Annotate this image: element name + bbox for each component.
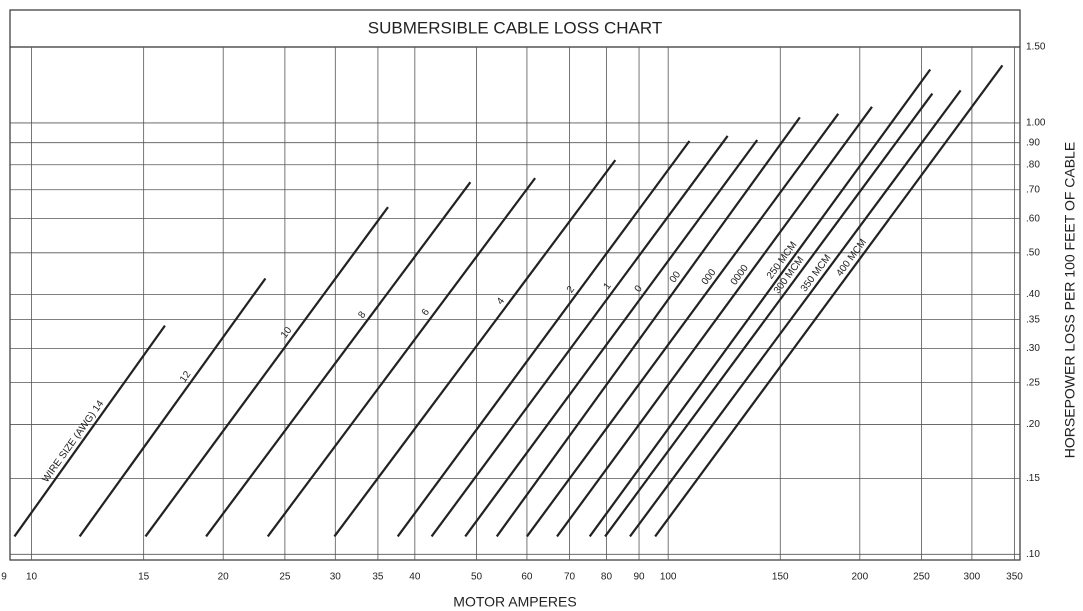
- y-tick-label: .25: [1026, 377, 1040, 388]
- series-label: 4: [495, 296, 507, 307]
- x-tick-label: 40: [409, 572, 421, 583]
- y-tick-label: .60: [1026, 213, 1040, 224]
- series-label: 1: [602, 281, 614, 292]
- cable-line: [266, 177, 536, 538]
- x-tick-label: 15: [138, 572, 150, 583]
- x-tick-label: 20: [218, 572, 230, 583]
- y-tick-label: .15: [1026, 473, 1040, 484]
- x-tick-label: 9: [1, 572, 7, 583]
- x-tick-label: 250: [913, 572, 930, 583]
- cable-line: [333, 159, 617, 538]
- cable-line: [396, 140, 691, 538]
- cable-line: [78, 277, 267, 538]
- chart-frame: [9, 9, 1021, 561]
- y-tick-label: .30: [1026, 343, 1040, 354]
- y-tick-label: .10: [1026, 549, 1040, 560]
- x-tick-label: 30: [330, 572, 342, 583]
- series-label: 400 MCM: [834, 237, 869, 278]
- y-tick-label: .80: [1026, 159, 1040, 170]
- x-tick-label: 70: [564, 572, 576, 583]
- cable-line: [495, 116, 801, 538]
- series-label: 6: [420, 307, 432, 318]
- cable-line: [556, 106, 873, 538]
- y-axis-label: HORSEPOWER LOSS PER 100 FEET OF CABLE: [1062, 142, 1078, 458]
- y-tick-label: .90: [1026, 137, 1040, 148]
- y-tick-label: .35: [1026, 314, 1040, 325]
- cable-line: [430, 135, 729, 538]
- series-label: 2: [565, 284, 577, 295]
- cable-line: [654, 64, 1004, 538]
- chart-title: SUBMERSIBLE CABLE LOSS CHART: [368, 18, 662, 37]
- cable-line: [144, 206, 389, 538]
- x-tick-label: 80: [601, 572, 613, 583]
- x-tick-label: 35: [372, 572, 384, 583]
- x-tick-label: 10: [26, 572, 38, 583]
- y-tick-label: .50: [1026, 247, 1040, 258]
- series-label: 0: [633, 283, 645, 294]
- y-tick-label: 1.50: [1026, 42, 1046, 53]
- cable-line: [464, 139, 759, 538]
- series-label: 350 MCM: [799, 253, 834, 294]
- x-tick-label: 150: [772, 572, 789, 583]
- cable-line: [629, 89, 962, 538]
- x-tick-label: 50: [471, 572, 483, 583]
- x-tick-label: 350: [1006, 572, 1023, 583]
- x-tick-label: 300: [964, 572, 981, 583]
- series-label: 8: [356, 309, 368, 320]
- y-tick-label: .70: [1026, 184, 1040, 195]
- x-tick-label: 200: [851, 572, 868, 583]
- y-tick-label: .20: [1026, 419, 1040, 430]
- x-tick-label: 90: [633, 572, 645, 583]
- cable-line: [604, 92, 934, 538]
- series-label: WIRE SIZE (AWG) 14: [40, 398, 106, 484]
- series-label: 000: [700, 267, 719, 287]
- x-tick-label: 25: [279, 572, 291, 583]
- y-tick-label: .40: [1026, 289, 1040, 300]
- cable-line: [588, 68, 932, 538]
- cable-line: [205, 181, 472, 538]
- cable-line: [526, 113, 840, 538]
- x-tick-label: 60: [521, 572, 533, 583]
- y-tick-label: 1.00: [1026, 118, 1046, 129]
- x-axis-label: MOTOR AMPERES: [453, 594, 576, 610]
- x-tick-label: 100: [660, 572, 677, 583]
- cable-line: [13, 324, 166, 538]
